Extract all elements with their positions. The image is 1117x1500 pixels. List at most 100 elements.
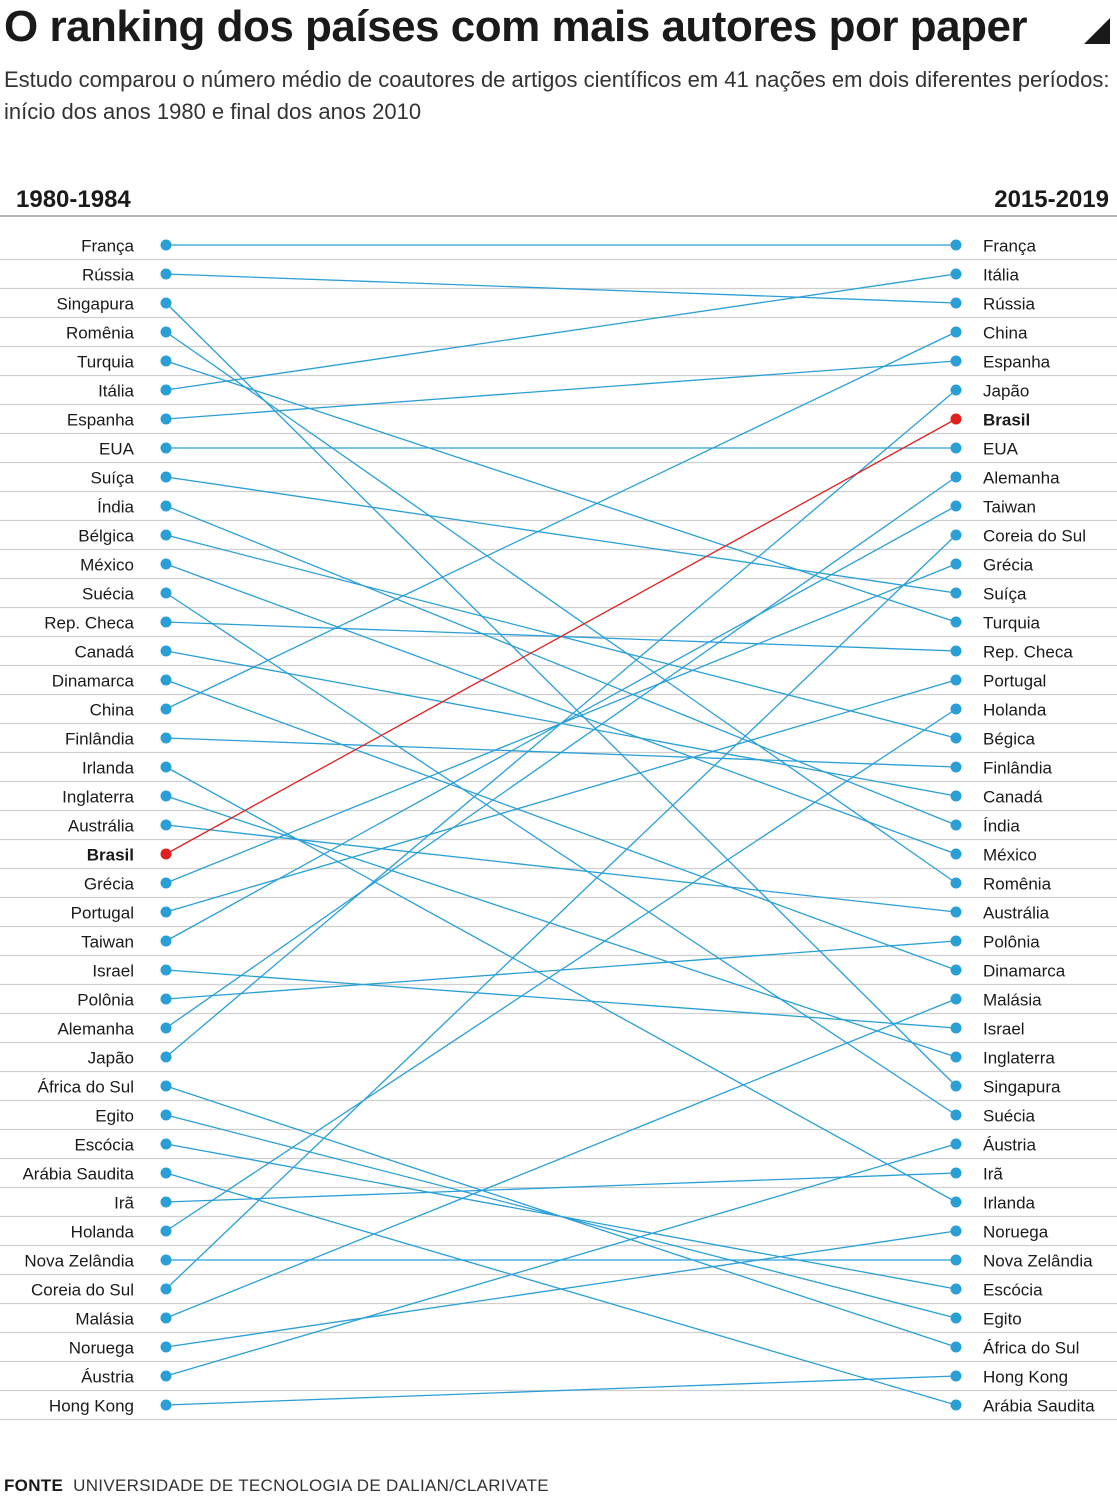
- rank-link: [165, 1172, 957, 1203]
- rank-link: [165, 418, 957, 855]
- left-rank-dot: [160, 993, 172, 1005]
- left-country-label: Irlanda: [82, 758, 135, 777]
- left-rank-dot: [160, 297, 172, 309]
- left-rank-dot: [160, 239, 172, 251]
- left-rank-dot: [160, 1080, 172, 1092]
- right-rank-dot: [950, 819, 962, 831]
- left-rank-dot: [160, 819, 172, 831]
- rank-link: [165, 1230, 957, 1348]
- left-country-label: Alemanha: [57, 1019, 134, 1038]
- right-country-label: Suíça: [983, 584, 1027, 603]
- right-country-label: México: [983, 845, 1037, 864]
- left-rank-dot: [160, 964, 172, 976]
- right-country-label: Espanha: [983, 352, 1051, 371]
- right-rank-dot: [950, 1196, 962, 1208]
- rank-link: [165, 679, 957, 913]
- left-country-label: Egito: [95, 1106, 134, 1125]
- left-country-label: Malásia: [75, 1309, 134, 1328]
- left-country-label: Israel: [92, 961, 134, 980]
- rank-link: [165, 1375, 957, 1406]
- left-country-label: Escócia: [74, 1135, 134, 1154]
- country-labels: França Rússia Singapura Romênia Turquia Itáli…: [22, 236, 1095, 1415]
- rank-link: [165, 476, 957, 594]
- right-rank-dot: [950, 239, 962, 251]
- right-country-label: Portugal: [983, 671, 1046, 690]
- right-country-label: Escócia: [983, 1280, 1043, 1299]
- left-rank-dot: [160, 1225, 172, 1237]
- left-country-label: França: [81, 236, 134, 255]
- right-rank-dot: [950, 529, 962, 541]
- left-country-label: Japão: [88, 1048, 134, 1067]
- left-country-label: Turquia: [77, 352, 135, 371]
- left-rank-dot: [160, 1283, 172, 1295]
- left-rank-dot: [160, 616, 172, 628]
- right-rank-dot: [950, 1138, 962, 1150]
- right-rank-dot: [950, 355, 962, 367]
- right-country-label: Finlândia: [983, 758, 1053, 777]
- rank-link: [165, 998, 957, 1319]
- left-rank-dot: [160, 384, 172, 396]
- right-rank-dot: [950, 413, 962, 425]
- rank-link: [165, 534, 957, 1290]
- left-country-label: Singapura: [56, 294, 134, 313]
- right-rank-dot: [950, 268, 962, 280]
- right-country-label: Alemanha: [983, 468, 1060, 487]
- left-rank-dot: [160, 413, 172, 425]
- left-rank-dot: [160, 1138, 172, 1150]
- right-rank-dot: [950, 442, 962, 454]
- right-country-label: Austrália: [983, 903, 1050, 922]
- right-country-label: Holanda: [983, 700, 1047, 719]
- right-country-label: África do Sul: [983, 1338, 1079, 1357]
- left-country-label: Bélgica: [78, 526, 134, 545]
- left-rank-dot: [160, 587, 172, 599]
- left-rank-dot: [160, 1051, 172, 1063]
- left-country-label: Noruega: [69, 1338, 135, 1357]
- left-rank-dot: [160, 500, 172, 512]
- left-rank-dot: [160, 529, 172, 541]
- right-country-label: Singapura: [983, 1077, 1061, 1096]
- right-rank-dot: [950, 1225, 962, 1237]
- rank-link: [165, 360, 957, 420]
- right-country-label: Índia: [983, 816, 1020, 835]
- right-rank-dot: [950, 674, 962, 686]
- left-country-label: Áustria: [81, 1367, 134, 1386]
- left-rank-dot: [160, 1399, 172, 1411]
- rank-link: [165, 273, 957, 391]
- chart-subtitle: Estudo comparou o número médio de coauto…: [4, 67, 1110, 124]
- left-rank-dot: [160, 877, 172, 889]
- right-country-label: EUA: [983, 439, 1019, 458]
- left-country-label: Hong Kong: [49, 1396, 134, 1415]
- right-country-label: Canadá: [983, 787, 1043, 806]
- right-rank-dot: [950, 1109, 962, 1121]
- rank-links: [165, 244, 957, 1406]
- right-rank-dot: [950, 1022, 962, 1034]
- left-country-label: Grécia: [84, 874, 135, 893]
- right-country-label: China: [983, 323, 1028, 342]
- rank-link: [165, 273, 957, 304]
- source-label: FONTE: [4, 1476, 64, 1495]
- right-rank-dot: [950, 1283, 962, 1295]
- right-rank-dot: [950, 326, 962, 338]
- left-period-label: 1980-1984: [16, 186, 131, 213]
- left-rank-dot: [160, 1370, 172, 1382]
- triangle-icon: [1084, 18, 1110, 44]
- right-rank-dot: [950, 645, 962, 657]
- left-rank-dot: [160, 471, 172, 483]
- right-rank-dot: [950, 1080, 962, 1092]
- left-rank-dot: [160, 1022, 172, 1034]
- right-rank-dot: [950, 1167, 962, 1179]
- left-country-label: Canadá: [74, 642, 134, 661]
- left-country-label: Nova Zelândia: [24, 1251, 134, 1270]
- right-country-label: Grécia: [983, 555, 1034, 574]
- rank-link: [165, 331, 957, 710]
- source-text: UNIVERSIDADE DE TECNOLOGIA DE DALIAN/CLA…: [73, 1476, 549, 1495]
- left-rank-dot: [160, 442, 172, 454]
- left-rank-dot: [160, 1167, 172, 1179]
- right-rank-dot: [950, 1312, 962, 1324]
- rank-link: [165, 592, 957, 1116]
- rank-link: [165, 1143, 957, 1377]
- right-country-label: Itália: [983, 265, 1019, 284]
- left-country-label: Espanha: [67, 410, 135, 429]
- left-country-label: África do Sul: [38, 1077, 134, 1096]
- right-country-label: Hong Kong: [983, 1367, 1068, 1386]
